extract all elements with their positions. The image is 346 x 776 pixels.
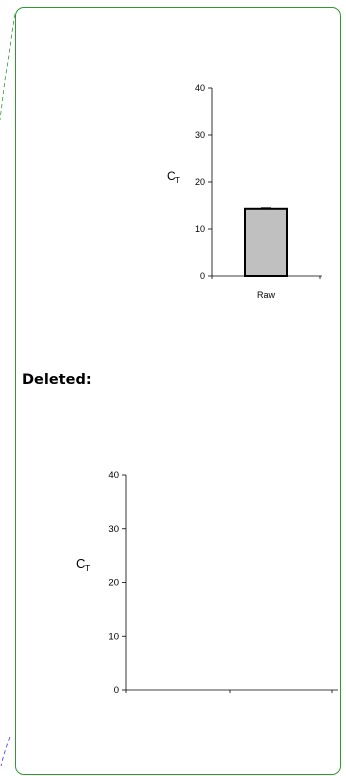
chart-deleted: C T 0 10 20 30 40 [76, 470, 338, 696]
y-axis-label: C T [167, 169, 180, 185]
chart-raw: C T 0 10 20 30 40 Raw [167, 83, 322, 300]
blue-connector-line [0, 736, 11, 767]
deleted-label: Deleted: [22, 372, 92, 388]
y-axis-label-sub: T [85, 563, 90, 573]
axes: 0 10 20 30 40 [108, 470, 338, 696]
y-tick-label-30: 30 [195, 130, 205, 140]
y-tick-label-20: 20 [195, 177, 205, 187]
y-axis-label-main: C [76, 556, 85, 571]
x-tick-labels: Raw [257, 290, 276, 300]
y-tick-label-20: 20 [108, 578, 119, 589]
bar-raw [244, 207, 288, 277]
y-tick-label-10: 10 [108, 631, 119, 642]
y-tick-label-40: 40 [195, 83, 205, 93]
y-axis-label-sub: T [175, 176, 180, 185]
y-tick-label-30: 30 [108, 524, 119, 535]
y-tick-label-40: 40 [108, 470, 119, 481]
y-tick-label-0: 0 [114, 685, 119, 696]
y-tick-label-10: 10 [195, 224, 205, 234]
comment-balloon [15, 7, 341, 775]
x-tick-label-raw: Raw [257, 290, 276, 300]
bars [244, 207, 288, 277]
y-axis-label-main: C [167, 169, 176, 183]
y-axis-label: C T [76, 556, 90, 573]
y-tick-label-0: 0 [200, 271, 205, 281]
green-connector-line [0, 13, 16, 121]
